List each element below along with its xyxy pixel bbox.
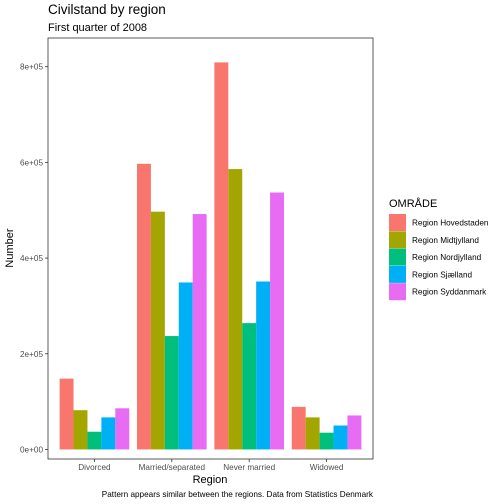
bar bbox=[101, 417, 116, 450]
bar bbox=[242, 323, 257, 450]
legend-label: Region Sjælland bbox=[412, 270, 473, 279]
bar bbox=[115, 408, 130, 450]
bar bbox=[270, 192, 285, 450]
y-tick-label: 0e+00 bbox=[20, 445, 43, 454]
x-tick-label: Married/separated bbox=[139, 463, 206, 472]
legend-swatch bbox=[389, 214, 406, 231]
legend-title: OMRÅDE bbox=[389, 197, 437, 210]
legend-swatch bbox=[389, 248, 406, 266]
bar bbox=[192, 214, 207, 450]
bar bbox=[178, 282, 193, 450]
bar bbox=[256, 281, 271, 450]
x-tick-label: Never married bbox=[223, 463, 275, 472]
bar bbox=[319, 432, 334, 450]
bar bbox=[291, 406, 306, 450]
chart-subtitle: First quarter of 2008 bbox=[48, 22, 147, 34]
bar bbox=[73, 410, 88, 450]
bar bbox=[150, 211, 165, 450]
legend-label: Region Midtjylland bbox=[412, 236, 479, 245]
bar bbox=[87, 431, 102, 450]
legend-swatch bbox=[389, 283, 406, 301]
x-tick-label: Divorced bbox=[78, 463, 111, 472]
bar bbox=[333, 425, 348, 450]
legend-swatch bbox=[389, 231, 406, 249]
y-tick-label: 2e+05 bbox=[20, 350, 43, 359]
legend-label: Region Syddanmark bbox=[412, 288, 487, 297]
chart-title: Civilstand by region bbox=[48, 2, 166, 17]
bars-group bbox=[59, 62, 362, 450]
legend-swatch bbox=[389, 265, 406, 283]
y-tick-label: 4e+05 bbox=[20, 254, 43, 263]
bar bbox=[136, 163, 151, 450]
chart-caption: Pattern appears similar between the regi… bbox=[102, 490, 374, 499]
bar bbox=[228, 169, 243, 450]
bar bbox=[347, 415, 362, 450]
bar bbox=[214, 62, 229, 450]
x-axis-title: Region bbox=[193, 474, 228, 486]
bar bbox=[59, 378, 74, 450]
legend-label: Region Nordjylland bbox=[412, 253, 482, 262]
legend: OMRÅDE Region Hovedstaden Region Midtjyll… bbox=[389, 197, 489, 301]
y-axis: 0e+00 2e+05 4e+05 6e+05 8e+05 bbox=[20, 63, 48, 454]
bar bbox=[305, 417, 320, 450]
y-tick-label: 8e+05 bbox=[20, 63, 43, 72]
x-axis: Divorced Married/separated Never married Wi… bbox=[78, 459, 344, 472]
bar bbox=[164, 336, 179, 450]
y-tick-label: 6e+05 bbox=[20, 158, 43, 167]
x-tick-label: Widowed bbox=[310, 463, 344, 472]
plot-panel bbox=[47, 37, 374, 460]
legend-label: Region Hovedstaden bbox=[412, 219, 489, 228]
y-axis-title: Number bbox=[4, 228, 16, 267]
